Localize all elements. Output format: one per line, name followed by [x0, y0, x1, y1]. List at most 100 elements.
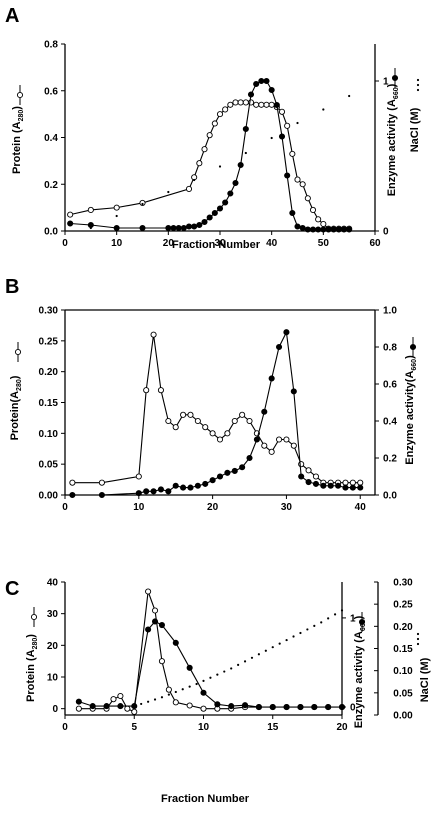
- nacl-point: [348, 94, 351, 98]
- panel-c-y3label: NaCl (M): [419, 657, 431, 702]
- activity-point: [194, 482, 201, 489]
- nacl-point: [209, 676, 212, 679]
- y2-tick-label: 0.4: [383, 417, 397, 428]
- protein-point: [227, 101, 234, 108]
- panel-b: B 0 10 20 30 40 0.00 0.05 0.10 0.15 0.20 0.25 0.30 0…: [5, 276, 418, 513]
- activity-point: [357, 484, 364, 491]
- protein-point: [69, 479, 76, 486]
- activity-point: [294, 223, 301, 230]
- x-tick-label: 50: [318, 238, 330, 249]
- activity-point: [157, 486, 165, 493]
- y-tick-label: 0: [52, 704, 58, 715]
- panel-a-ylabel: Protein (A280): [11, 106, 25, 174]
- activity-point: [278, 133, 286, 140]
- protein-point: [258, 101, 265, 108]
- y2-tick-label: 1: [383, 77, 389, 88]
- y-tick-label: 0.00: [39, 491, 59, 502]
- glyph-marker: [358, 618, 366, 626]
- activity-point: [175, 224, 182, 232]
- activity-point: [224, 469, 231, 476]
- panel-a-xlabel: Fraction Number: [172, 239, 261, 251]
- protein-point: [320, 220, 327, 228]
- activity-point: [349, 484, 356, 491]
- y2-tick-label: 1: [350, 613, 356, 624]
- activity-point: [75, 698, 82, 705]
- nacl-point: [340, 609, 344, 612]
- activity-point: [261, 408, 268, 415]
- x-tick-label: 20: [163, 238, 175, 249]
- panel-b-activity-glyph: [409, 337, 417, 357]
- protein-point: [135, 473, 142, 480]
- panel-c-nacl-glyph: [416, 637, 420, 641]
- y-tick-label: 0.20: [39, 367, 59, 378]
- x-tick-label: 30: [214, 238, 226, 249]
- activity-point: [290, 388, 297, 395]
- y-tick-label: 0.4: [44, 133, 58, 144]
- nacl-point: [306, 628, 309, 631]
- protein-point: [67, 211, 74, 218]
- protein-point: [117, 692, 124, 700]
- x-tick-label: 40: [355, 502, 367, 513]
- protein-point: [157, 387, 165, 394]
- activity-point: [253, 80, 260, 88]
- activity-point: [232, 179, 239, 187]
- protein-point: [165, 417, 172, 425]
- y-tick-label: 0.05: [39, 460, 59, 471]
- protein-point: [196, 160, 203, 167]
- protein-point: [201, 146, 208, 153]
- nacl-point: [250, 656, 254, 659]
- activity-point: [258, 77, 265, 85]
- nacl-point: [264, 649, 267, 652]
- panel-a-nacl-glyph: [416, 83, 420, 87]
- protein-point: [222, 106, 229, 113]
- activity-point: [187, 484, 194, 491]
- activity-point: [200, 689, 207, 696]
- y2-tick-label: 0.2: [383, 454, 397, 465]
- protein-point: [275, 436, 283, 443]
- nacl-point: [296, 121, 299, 125]
- x-tick-label: 5: [131, 722, 137, 733]
- activity-point: [315, 226, 322, 233]
- protein-point: [185, 185, 193, 192]
- x-tick-label: 60: [369, 238, 381, 249]
- activity-point: [335, 482, 342, 489]
- activity-point: [273, 101, 280, 109]
- activity-point: [165, 488, 172, 495]
- y-tick-label: 0.0: [44, 227, 58, 238]
- activity-point: [145, 626, 152, 633]
- protein-point: [131, 708, 138, 715]
- activity-point: [202, 480, 209, 487]
- activity-point: [325, 226, 332, 233]
- nacl-point: [167, 190, 170, 194]
- protein-point: [242, 99, 249, 106]
- protein-point: [124, 705, 131, 712]
- activity-point: [67, 220, 74, 227]
- y3-tick-label: 0.10: [393, 666, 413, 677]
- protein-point: [315, 216, 322, 223]
- nacl-point: [230, 667, 233, 670]
- activity-point: [165, 224, 172, 232]
- activity-point: [211, 209, 218, 217]
- activity-point: [206, 214, 213, 221]
- series-line: [72, 334, 361, 484]
- activity-point: [69, 491, 76, 499]
- nacl-point: [257, 653, 260, 656]
- protein-point: [151, 607, 159, 614]
- series-line: [70, 101, 350, 230]
- protein-point: [186, 702, 193, 709]
- activity-point: [327, 482, 334, 489]
- panel-c: C 0 5 10 15 20010203040010.000.050.100.150.2…: [5, 578, 431, 806]
- y-tick-label: 0.2: [44, 180, 58, 191]
- nacl-point: [174, 690, 177, 694]
- activity-point: [87, 221, 94, 229]
- glyph-marker: [30, 613, 38, 621]
- x-tick-label: 0: [62, 502, 68, 513]
- y3-tick-label: 0.30: [393, 578, 413, 589]
- protein-point: [98, 479, 105, 486]
- protein-point: [231, 417, 238, 425]
- y-tick-label: 10: [47, 673, 59, 684]
- nacl-point: [193, 178, 196, 182]
- activity-point: [320, 482, 327, 489]
- protein-point: [263, 101, 270, 108]
- protein-point: [200, 705, 207, 712]
